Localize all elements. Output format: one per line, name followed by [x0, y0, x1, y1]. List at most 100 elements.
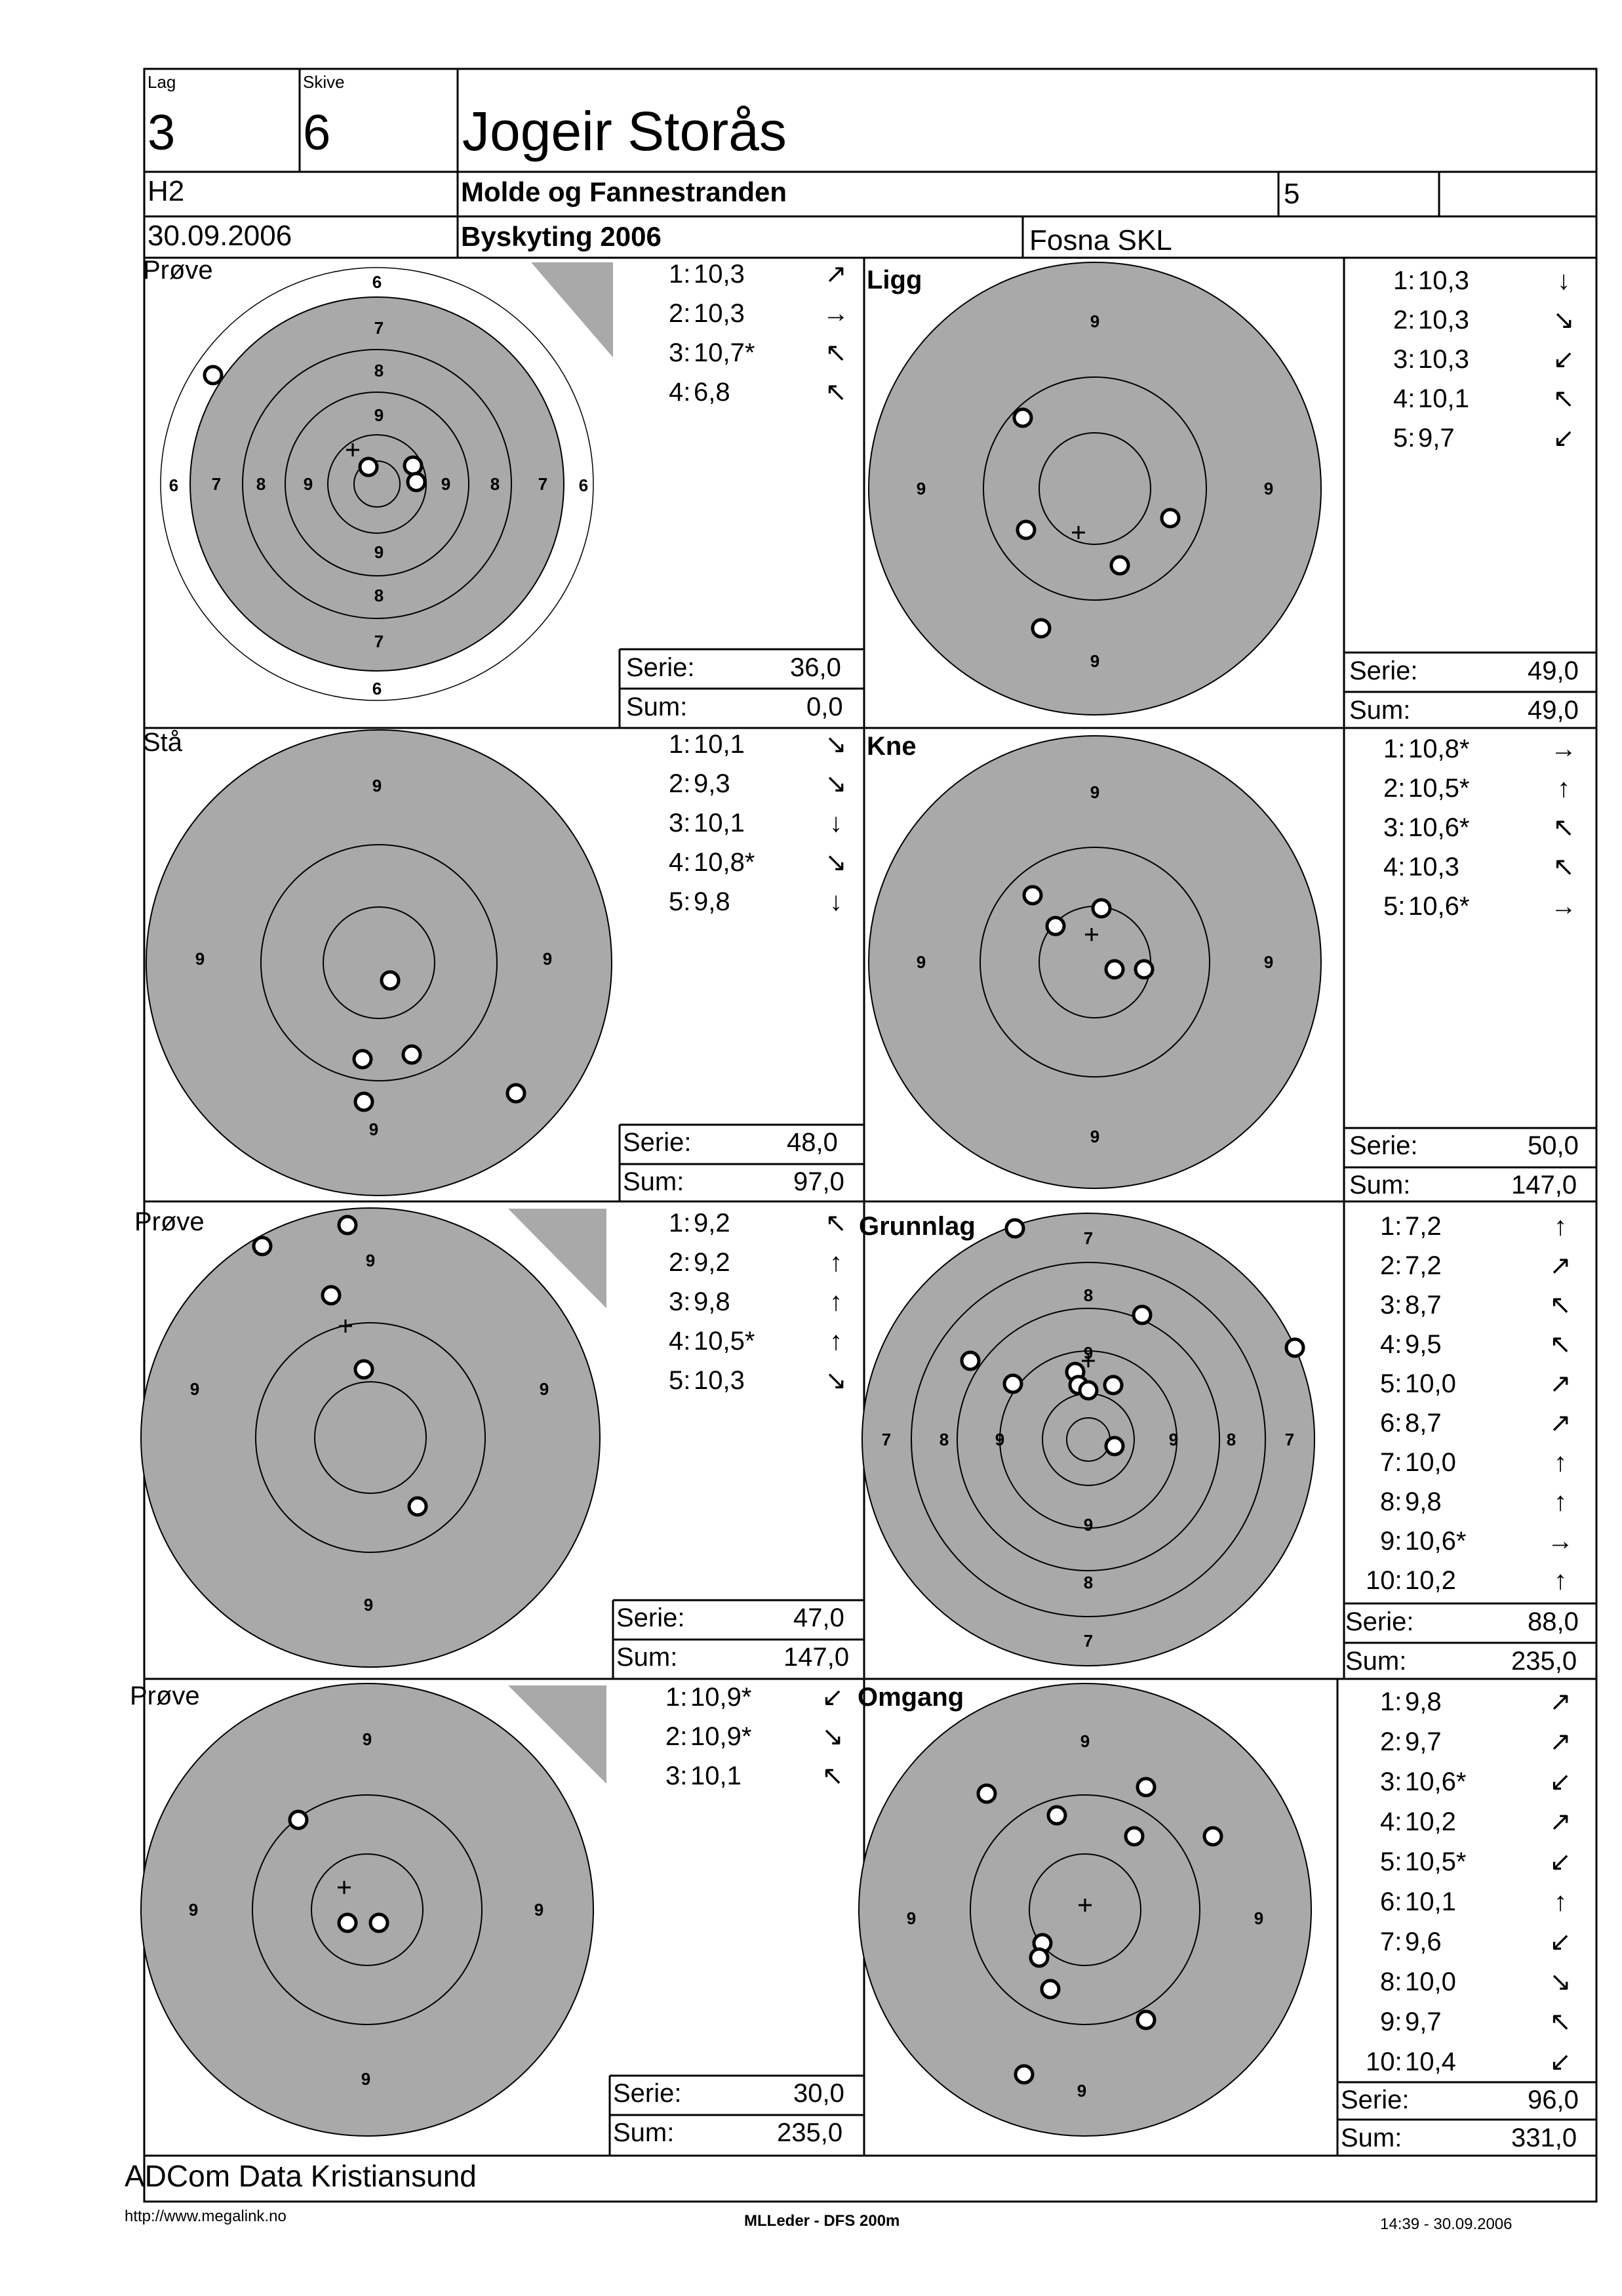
shot-hole [380, 970, 401, 991]
ring-number: 9 [907, 1908, 916, 1928]
shot-direction-icon: ↖ [825, 1209, 847, 1238]
serie-label: Serie: [613, 2079, 682, 2108]
shot-number: 1: [1393, 266, 1415, 295]
shot-hole [401, 1044, 422, 1065]
shot-direction-icon: ↗ [825, 260, 847, 289]
shot-score: 10,8* [1408, 735, 1470, 763]
shot-hole [1136, 2009, 1157, 2030]
ring-number: 7 [882, 1430, 891, 1449]
shot-number: 10: [1366, 1566, 1402, 1595]
date-value: 30.09.2006 [148, 220, 292, 252]
ring-number: 9 [543, 949, 552, 969]
sum-label: Sum: [1341, 2124, 1402, 2152]
shot-number: 1: [669, 260, 691, 289]
shot-direction-icon: ↑ [1554, 1212, 1567, 1241]
panel-title: Stå [143, 728, 183, 757]
shot-score: 10,0 [1405, 1369, 1456, 1398]
shot-hole [1091, 898, 1112, 919]
ring-number: 9 [369, 1119, 378, 1139]
shot-score: 7,2 [1405, 1212, 1442, 1241]
shot-direction-icon: ↗ [1549, 1251, 1572, 1280]
shot-hole [1104, 1436, 1125, 1457]
target-ring [255, 1322, 486, 1553]
target-ring [252, 1794, 483, 2025]
target-black [868, 262, 1322, 715]
shot-number: 3: [669, 809, 691, 837]
shot-number: 6: [1380, 1409, 1402, 1438]
event-name: Byskyting 2006 [461, 221, 662, 252]
class-value: H2 [148, 175, 185, 207]
ring-number: 9 [917, 479, 926, 498]
range-name: Fosna SKL [1029, 224, 1172, 256]
target-ring [242, 349, 512, 619]
shot-number: 7: [1380, 1927, 1402, 1956]
ring-number: 9 [189, 1900, 198, 1920]
shot-score: 9,8 [694, 1287, 730, 1316]
shot-hole [505, 1083, 526, 1104]
shot-score: 10,4 [1405, 2047, 1456, 2076]
sum-value: 331,0 [1511, 2124, 1577, 2152]
ring-number: 9 [1077, 2081, 1086, 2101]
ring-number: 8 [374, 361, 384, 380]
shot-number: 2: [1393, 306, 1415, 334]
lag-value: 3 [148, 105, 176, 161]
shot-hole [1104, 959, 1125, 980]
shot-direction-icon: ↗ [1549, 1409, 1572, 1438]
shot-hole [1078, 1380, 1099, 1401]
panel-title: Omgang [858, 1683, 964, 1712]
sum-label: Sum: [1349, 696, 1411, 725]
shot-direction-icon: ↑ [829, 1327, 842, 1356]
target-black [140, 1683, 594, 2137]
ring-number: 6 [372, 272, 382, 292]
shot-number: 1: [1380, 1687, 1402, 1716]
shot-direction-icon: ↑ [829, 1248, 842, 1277]
shot-score: 10,9* [690, 1722, 752, 1751]
shot-score: 9,3 [694, 769, 730, 798]
target-ring [999, 1350, 1177, 1529]
serie-value: 88,0 [1528, 1607, 1579, 1636]
shot-number: 6: [1380, 1887, 1402, 1916]
sum-value: 147,0 [1511, 1171, 1577, 1199]
shot-direction-icon: ↑ [1557, 774, 1570, 803]
serie-label: Serie: [1349, 656, 1418, 685]
sum-label: Sum: [613, 2118, 675, 2147]
sum-value: 147,0 [783, 1643, 850, 1672]
serie-label: Serie: [626, 653, 695, 682]
sighter-triangle [508, 1209, 606, 1308]
footer-url: http://www.megalink.no [125, 2207, 287, 2225]
shot-score: 9,2 [694, 1248, 730, 1277]
shot-number: 5: [1380, 1847, 1402, 1876]
shot-direction-icon: ↓ [1557, 266, 1570, 295]
shot-direction-icon: ↑ [1554, 1887, 1567, 1916]
shot-score: 10,5* [1405, 1847, 1467, 1876]
shot-direction-icon: ↘ [825, 730, 847, 759]
serie-value: 47,0 [793, 1603, 844, 1632]
target-ring [1038, 432, 1151, 545]
shot-direction-icon: ↙ [1549, 1767, 1572, 1796]
shot-direction-icon: ↘ [1549, 1967, 1572, 1996]
ring-number: 9 [1084, 1515, 1093, 1535]
target-black [140, 1207, 601, 1668]
shot-number: 5: [669, 887, 691, 916]
shot-hole [1031, 618, 1052, 639]
ring-number: 9 [1090, 782, 1099, 802]
ring-number: 9 [190, 1379, 199, 1399]
ring-number: 8 [1227, 1430, 1236, 1449]
shot-hole [1202, 1826, 1223, 1847]
target-black [861, 1213, 1315, 1666]
shot-direction-icon: ↘ [825, 769, 847, 798]
target-ring [983, 376, 1207, 601]
serie-value: 49,0 [1528, 656, 1579, 685]
shot-number: 2: [1380, 1251, 1402, 1280]
sum-label: Sum: [1345, 1647, 1407, 1676]
shot-hole [406, 472, 427, 493]
shot-number: 4: [1383, 853, 1406, 881]
target-ring [957, 1308, 1220, 1571]
sum-value: 49,0 [1528, 696, 1579, 725]
shot-score: 8,7 [1405, 1291, 1442, 1319]
shot-direction-icon: ↖ [1553, 384, 1575, 413]
target-ring [979, 847, 1210, 1078]
shot-score: 10,3 [1408, 853, 1459, 881]
ring-number: 8 [374, 586, 384, 605]
